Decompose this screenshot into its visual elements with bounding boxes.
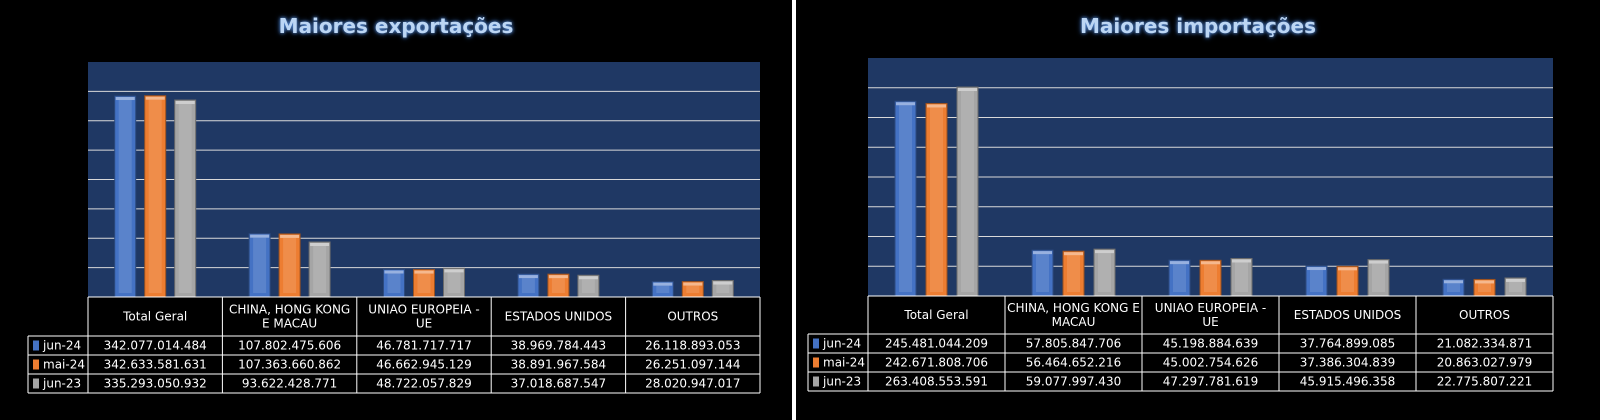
exports-legend-label-jun-24: jun-24 bbox=[42, 339, 81, 353]
imports-chart-title: Maiores importações bbox=[1079, 14, 1317, 38]
imports-bar-jun-23-3 bbox=[1367, 259, 1390, 297]
exports-legend-key-jun-24 bbox=[33, 340, 39, 351]
imports-bar-mai-24-3 bbox=[1336, 265, 1359, 297]
exports-chart-panel: Maiores exportações Total Geral CHINA, HO… bbox=[0, 0, 792, 420]
exports-bar-jun-24-4 bbox=[651, 281, 674, 298]
exports-data-label: 28.020.947.017 bbox=[645, 377, 740, 391]
exports-data-label: 26.118.893.053 bbox=[645, 339, 740, 353]
exports-chart-title: Maiores exportações bbox=[278, 14, 514, 38]
exports-bar-jun-23-3 bbox=[577, 274, 600, 298]
imports-data-label: 56.464.652.216 bbox=[1026, 356, 1121, 370]
imports-bar-jun-23-4 bbox=[1504, 277, 1527, 297]
exports-bar-mai-24-3 bbox=[547, 273, 570, 298]
imports-chart: Total Geral CHINA, HONG KONG E MACAU UNIAO … bbox=[807, 58, 1554, 392]
exports-bar-mai-24-1 bbox=[278, 233, 301, 298]
exports-data-label: 38.969.784.443 bbox=[511, 339, 606, 353]
exports-bar-mai-24-2 bbox=[413, 269, 435, 298]
exports-bar-jun-23-1 bbox=[308, 241, 331, 298]
imports-data-label: 20.863.027.979 bbox=[1437, 356, 1532, 370]
imports-bar-jun-24-1 bbox=[1031, 249, 1054, 297]
imports-bar-mai-24-1 bbox=[1062, 250, 1085, 297]
exports-data-label: 335.293.050.932 bbox=[104, 377, 207, 391]
imports-category-label: OUTROS bbox=[1459, 308, 1510, 322]
imports-bar-jun-23-2 bbox=[1230, 257, 1253, 297]
imports-bar-mai-24-4 bbox=[1473, 278, 1496, 297]
exports-bar-jun-24-2 bbox=[383, 269, 405, 298]
exports-legend-label-mai-24: mai-24 bbox=[43, 358, 85, 372]
exports-data-label: 107.363.660.862 bbox=[238, 358, 341, 372]
imports-data-label: 242.671.808.706 bbox=[885, 356, 988, 370]
imports-bar-mai-24-0 bbox=[925, 102, 948, 297]
exports-data-label: 107.802.475.606 bbox=[238, 339, 341, 353]
exports-category-label: Total Geral bbox=[122, 310, 187, 324]
imports-legend-key-mai-24 bbox=[813, 357, 819, 368]
imports-data-label: 37.764.899.085 bbox=[1300, 337, 1395, 351]
exports-category-label: CHINA, HONG KONG E MACAU bbox=[229, 303, 350, 331]
imports-category-label: UNIAO EUROPEIA -UE bbox=[1155, 301, 1266, 329]
imports-bar-jun-24-3 bbox=[1305, 265, 1328, 297]
exports-data-label: 93.622.428.771 bbox=[242, 377, 337, 391]
exports-legend-key-jun-23 bbox=[33, 378, 39, 389]
exports-bar-jun-23-4 bbox=[711, 280, 734, 298]
exports-data-label: 26.251.097.144 bbox=[645, 358, 740, 372]
imports-data-label: 57.805.847.706 bbox=[1026, 337, 1121, 351]
imports-data-label: 45.198.884.639 bbox=[1163, 337, 1258, 351]
imports-data-label: 45.915.496.358 bbox=[1300, 375, 1395, 389]
imports-data-label: 22.775.807.221 bbox=[1437, 375, 1532, 389]
imports-bar-mai-24-2 bbox=[1199, 259, 1222, 297]
exports-data-label: 37.018.687.547 bbox=[511, 377, 606, 391]
exports-data-label: 46.781.717.717 bbox=[376, 339, 471, 353]
exports-bar-mai-24-0 bbox=[144, 95, 167, 298]
imports-category-label: Total Geral bbox=[903, 308, 968, 322]
imports-category-label: ESTADOS UNIDOS bbox=[1294, 308, 1402, 322]
exports-category-label: ESTADOS UNIDOS bbox=[505, 310, 613, 324]
exports-category-label: OUTROS bbox=[667, 310, 718, 324]
imports-data-label: 263.408.553.591 bbox=[885, 375, 988, 389]
imports-data-label: 47.297.781.619 bbox=[1163, 375, 1258, 389]
exports-bar-jun-23-2 bbox=[443, 267, 465, 298]
imports-data-label: 45.002.754.626 bbox=[1163, 356, 1258, 370]
imports-bar-jun-24-2 bbox=[1168, 259, 1191, 297]
exports-bar-mai-24-4 bbox=[681, 281, 704, 298]
imports-legend-key-jun-23 bbox=[813, 376, 819, 387]
exports-data-label: 342.633.581.631 bbox=[104, 358, 207, 372]
exports-data-label: 48.722.057.829 bbox=[376, 377, 471, 391]
exports-category-label: UNIAO EUROPEIA -UE bbox=[368, 303, 479, 331]
imports-data-label: 21.082.334.871 bbox=[1437, 337, 1532, 351]
exports-chart: Total Geral CHINA, HONG KONG E MACAU UNIAO … bbox=[27, 62, 761, 394]
exports-data-label: 342.077.014.484 bbox=[104, 339, 207, 353]
exports-data-label: 46.662.945.129 bbox=[376, 358, 471, 372]
imports-category-label: CHINA, HONG KONG E MACAU bbox=[1007, 301, 1140, 329]
exports-data-label: 38.891.967.584 bbox=[511, 358, 606, 372]
imports-bar-jun-24-4 bbox=[1442, 278, 1465, 297]
imports-chart-panel: Maiores importações Total Geral CHINA, HO… bbox=[796, 0, 1600, 420]
imports-legend-label-jun-23: jun-23 bbox=[822, 375, 861, 389]
exports-bar-jun-24-0 bbox=[114, 95, 137, 298]
exports-legend-key-mai-24 bbox=[33, 359, 39, 370]
imports-legend-label-mai-24: mai-24 bbox=[823, 356, 865, 370]
imports-data-label: 245.481.044.209 bbox=[885, 337, 988, 351]
imports-bar-jun-23-1 bbox=[1093, 248, 1116, 297]
imports-bar-jun-23-0 bbox=[956, 86, 979, 297]
exports-bar-jun-24-3 bbox=[517, 273, 540, 298]
imports-legend-key-jun-24 bbox=[813, 338, 819, 349]
exports-legend-label-jun-23: jun-23 bbox=[42, 377, 81, 391]
exports-bar-jun-24-1 bbox=[248, 233, 271, 298]
imports-data-label: 59.077.997.430 bbox=[1026, 375, 1121, 389]
imports-legend-label-jun-24: jun-24 bbox=[822, 337, 861, 351]
imports-bar-jun-24-0 bbox=[894, 100, 917, 297]
exports-bar-jun-23-0 bbox=[174, 99, 197, 298]
imports-data-label: 37.386.304.839 bbox=[1300, 356, 1395, 370]
